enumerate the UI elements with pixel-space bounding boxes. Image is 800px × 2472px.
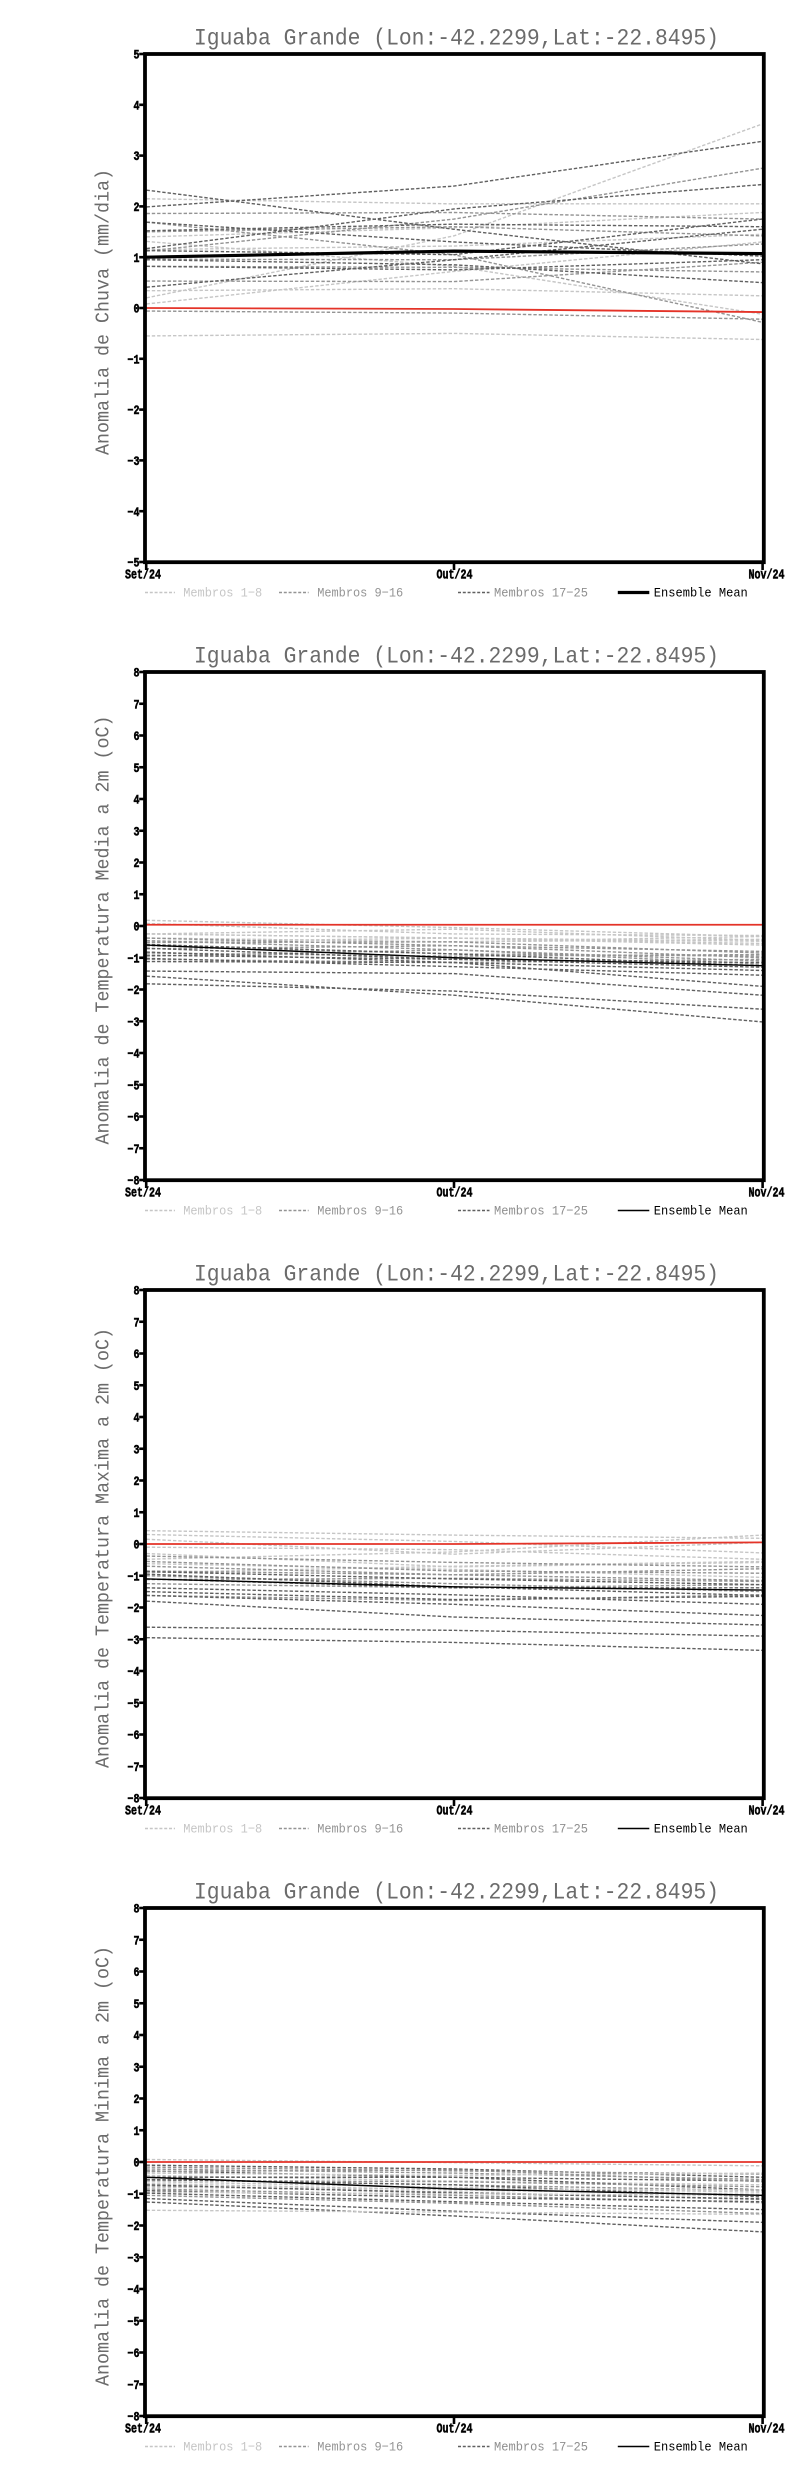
svg-text:Membros 1−8: Membros 1−8: [183, 586, 262, 601]
svg-text:−2: −2: [128, 1601, 140, 1616]
svg-text:−3: −3: [128, 1015, 140, 1030]
svg-text:4: 4: [134, 98, 140, 113]
svg-text:Membros 1−8: Membros 1−8: [183, 2440, 262, 2455]
svg-text:Nov/24: Nov/24: [749, 568, 785, 584]
svg-text:Membros 9−16: Membros 9−16: [317, 2440, 403, 2455]
svg-text:−6: −6: [128, 1728, 140, 1743]
svg-text:1: 1: [134, 888, 140, 903]
svg-text:Ensemble Mean: Ensemble Mean: [654, 1204, 748, 1219]
svg-text:Iguaba Grande (Lon:-42.2299,La: Iguaba Grande (Lon:-42.2299,Lat:-22.8495…: [194, 1262, 719, 1288]
svg-text:−5: −5: [128, 1696, 140, 1711]
svg-text:7: 7: [134, 1315, 140, 1330]
svg-text:Iguaba Grande (Lon:-42.2299,La: Iguaba Grande (Lon:-42.2299,Lat:-22.8495…: [194, 1880, 719, 1906]
svg-text:Iguaba Grande (Lon:-42.2299,La: Iguaba Grande (Lon:-42.2299,Lat:-22.8495…: [194, 644, 719, 670]
svg-text:−8: −8: [128, 1792, 140, 1807]
svg-text:6: 6: [134, 1347, 140, 1362]
svg-text:−5: −5: [128, 2314, 140, 2329]
svg-text:5: 5: [134, 1379, 140, 1394]
svg-text:−6: −6: [128, 2346, 140, 2361]
svg-text:−3: −3: [128, 454, 140, 469]
svg-text:−3: −3: [128, 2251, 140, 2266]
svg-text:2: 2: [134, 1474, 140, 1489]
svg-text:5: 5: [134, 48, 140, 63]
svg-text:Out/24: Out/24: [437, 2422, 473, 2438]
svg-text:−2: −2: [128, 2219, 140, 2234]
svg-text:Ensemble Mean: Ensemble Mean: [654, 2440, 748, 2455]
svg-text:−5: −5: [128, 556, 140, 571]
svg-text:1: 1: [134, 1506, 140, 1521]
svg-text:−2: −2: [128, 983, 140, 998]
svg-text:Membros 17−25: Membros 17−25: [494, 1822, 588, 1837]
svg-text:−8: −8: [128, 2410, 140, 2425]
svg-text:4: 4: [134, 793, 140, 808]
svg-text:−5: −5: [128, 1078, 140, 1093]
svg-text:Set/24: Set/24: [125, 568, 161, 584]
svg-text:Nov/24: Nov/24: [749, 1186, 785, 1202]
svg-text:8: 8: [134, 666, 140, 681]
svg-text:Membros 9−16: Membros 9−16: [317, 586, 403, 601]
svg-text:Membros 1−8: Membros 1−8: [183, 1822, 262, 1837]
svg-text:Out/24: Out/24: [437, 568, 473, 584]
svg-text:3: 3: [134, 824, 140, 839]
svg-text:Anomalia de Chuva (mm/dia): Anomalia de Chuva (mm/dia): [93, 169, 115, 455]
svg-text:Set/24: Set/24: [125, 1186, 161, 1202]
svg-text:3: 3: [134, 1442, 140, 1457]
svg-text:−4: −4: [128, 2283, 140, 2298]
svg-text:−7: −7: [128, 1760, 140, 1775]
svg-text:−2: −2: [128, 403, 140, 418]
svg-text:−1: −1: [128, 1569, 140, 1584]
svg-text:Set/24: Set/24: [125, 2422, 161, 2438]
svg-text:0: 0: [134, 2156, 140, 2171]
svg-text:1: 1: [134, 2124, 140, 2139]
svg-text:−3: −3: [128, 1633, 140, 1648]
svg-text:Membros 17−25: Membros 17−25: [494, 1204, 588, 1219]
svg-text:−6: −6: [128, 1110, 140, 1125]
svg-text:8: 8: [134, 1284, 140, 1299]
svg-text:Membros 1−8: Membros 1−8: [183, 1204, 262, 1219]
svg-text:3: 3: [134, 2060, 140, 2075]
svg-text:Membros 9−16: Membros 9−16: [317, 1822, 403, 1837]
svg-text:−1: −1: [128, 2187, 140, 2202]
svg-text:−7: −7: [128, 2378, 140, 2393]
svg-text:2: 2: [134, 856, 140, 871]
svg-text:Membros 9−16: Membros 9−16: [317, 1204, 403, 1219]
svg-text:−4: −4: [128, 1665, 140, 1680]
svg-text:Out/24: Out/24: [437, 1186, 473, 1202]
svg-text:−4: −4: [128, 505, 140, 520]
svg-text:5: 5: [134, 761, 140, 776]
svg-text:Membros 17−25: Membros 17−25: [494, 586, 588, 601]
svg-text:6: 6: [134, 729, 140, 744]
svg-text:7: 7: [134, 1933, 140, 1948]
svg-text:−4: −4: [128, 1047, 140, 1062]
svg-text:Set/24: Set/24: [125, 1804, 161, 1820]
svg-text:2: 2: [134, 2092, 140, 2107]
svg-text:1: 1: [134, 251, 140, 266]
svg-text:−8: −8: [128, 1174, 140, 1189]
svg-text:Iguaba Grande (Lon:-42.2299,La: Iguaba Grande (Lon:-42.2299,Lat:-22.8495…: [194, 26, 719, 52]
svg-text:2: 2: [134, 200, 140, 215]
svg-text:5: 5: [134, 1997, 140, 2012]
svg-text:6: 6: [134, 1965, 140, 1980]
svg-text:3: 3: [134, 149, 140, 164]
svg-text:Membros 17−25: Membros 17−25: [494, 2440, 588, 2455]
svg-text:−1: −1: [128, 951, 140, 966]
svg-text:−7: −7: [128, 1142, 140, 1157]
svg-text:Anomalia de Temperatura Maxima: Anomalia de Temperatura Maxima a 2m (oC): [93, 1328, 115, 1768]
svg-text:0: 0: [134, 302, 140, 317]
svg-text:Nov/24: Nov/24: [749, 1804, 785, 1820]
svg-text:Ensemble Mean: Ensemble Mean: [654, 1822, 748, 1837]
svg-text:Anomalia de Temperatura Minima: Anomalia de Temperatura Minima a 2m (oC): [93, 1946, 115, 2386]
svg-text:4: 4: [134, 1411, 140, 1426]
svg-text:−1: −1: [128, 352, 140, 367]
svg-text:8: 8: [134, 1902, 140, 1917]
svg-text:Ensemble Mean: Ensemble Mean: [654, 586, 748, 601]
svg-text:Nov/24: Nov/24: [749, 2422, 785, 2438]
svg-text:Out/24: Out/24: [437, 1804, 473, 1820]
svg-text:0: 0: [134, 920, 140, 935]
svg-text:0: 0: [134, 1538, 140, 1553]
svg-text:4: 4: [134, 2029, 140, 2044]
svg-text:7: 7: [134, 697, 140, 712]
svg-text:Anomalia de Temperatura Media: Anomalia de Temperatura Media a 2m (oC): [93, 716, 115, 1145]
